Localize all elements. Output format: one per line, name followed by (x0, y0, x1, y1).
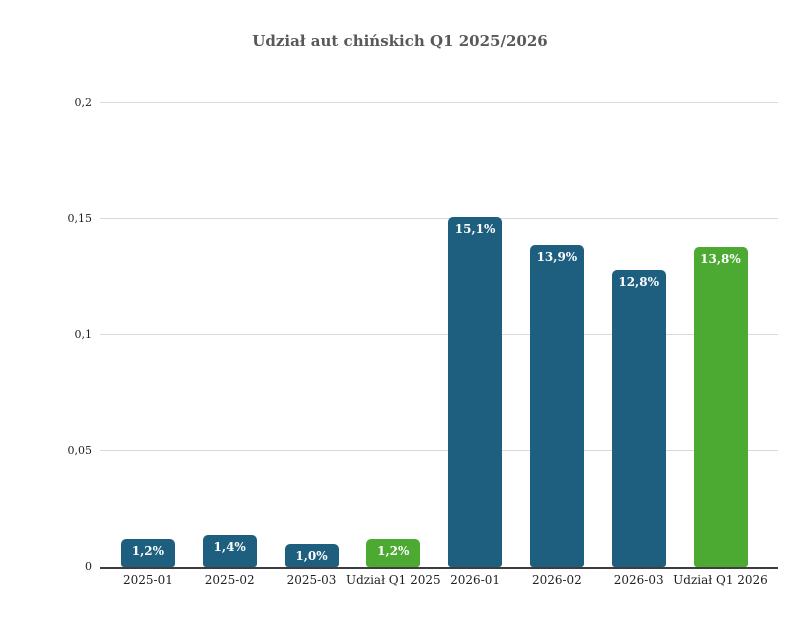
gridline (100, 450, 778, 451)
gridline (100, 218, 778, 219)
bar-value-label: 13,8% (700, 251, 741, 266)
bar-value-label: 1,2% (131, 544, 165, 559)
bar-2026-03: 12,8% (611, 270, 666, 567)
bar-2026-02: 13,9% (529, 244, 584, 567)
x-tick-label: 2025-01 (122, 573, 173, 587)
x-tick-label: 2025-03 (286, 573, 337, 587)
x-tick-label: 2026-03 (613, 573, 664, 587)
gridline (100, 102, 778, 103)
bar-2026-01: 15,1% (448, 216, 503, 567)
x-tick-label: Udział Q1 2025 (345, 573, 441, 587)
bar-value-label: 1,0% (295, 548, 328, 563)
bar-value-label: 12,8% (618, 275, 659, 290)
bar-2025-01: 1,2% (120, 539, 175, 567)
bar-value-label: 13,9% (536, 249, 578, 264)
bar-2025-03: 1,0% (284, 543, 339, 567)
x-tick-label: 2026-02 (531, 573, 582, 587)
chart-title: Udział aut chińskich Q1 2025/2026 (252, 32, 548, 50)
y-tick-label: 0,1 (74, 328, 93, 341)
bar-value-label: 1,2% (377, 544, 410, 559)
x-tick-label: 2026-01 (450, 573, 501, 587)
y-tick-label: 0 (85, 560, 92, 573)
gridline (100, 334, 778, 335)
y-tick-label: 0,2 (74, 96, 93, 109)
bar-value-label: 1,4% (213, 539, 246, 554)
x-tick-label: 2025-02 (204, 573, 255, 587)
plot-area: 1,2% 2025-01 1,4% 2025-02 1,0% 2025-03 1,2% Udz… (100, 102, 778, 587)
y-tick-label: 0,15 (67, 212, 93, 225)
bar-udział-q1-2025: 1,2% (366, 539, 421, 567)
bar-2025-02: 1,4% (202, 534, 257, 567)
y-tick-label: 0,05 (67, 444, 93, 457)
x-tick-label: Udział Q1 2026 (673, 573, 768, 587)
bar-value-label: 15,1% (454, 221, 496, 236)
bar-udział-q1-2026: 13,8% (693, 246, 748, 567)
